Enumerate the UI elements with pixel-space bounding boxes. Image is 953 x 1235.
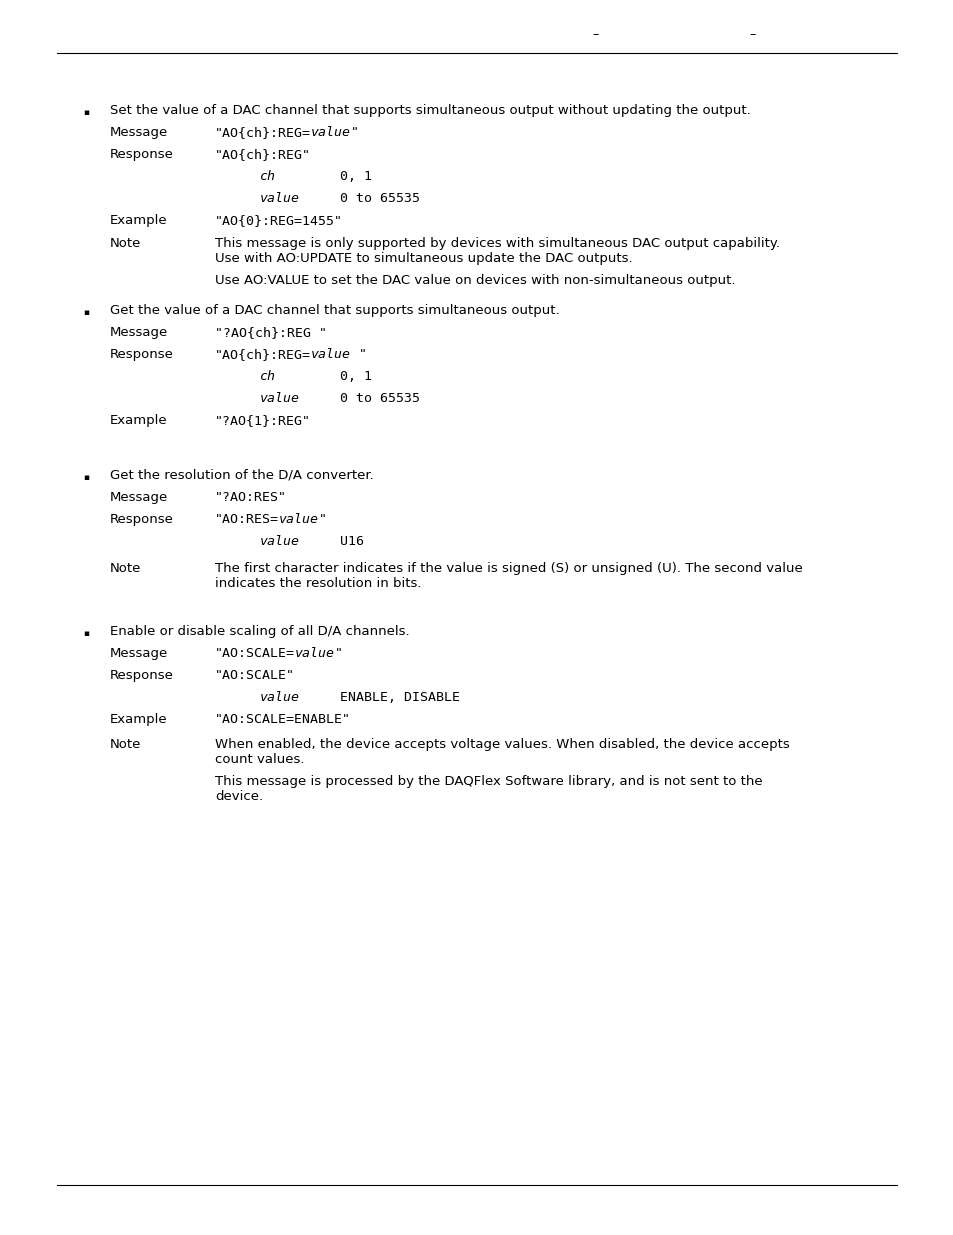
Text: ▪: ▪ [83, 629, 89, 638]
Text: U16: U16 [299, 535, 364, 548]
Text: ▪: ▪ [83, 308, 89, 317]
Text: count values.: count values. [214, 753, 304, 766]
Text: Use AO:VALUE to set the DAC value on devices with non-simultaneous output.: Use AO:VALUE to set the DAC value on dev… [214, 274, 735, 287]
Text: Example: Example [110, 414, 168, 427]
Text: Enable or disable scaling of all D/A channels.: Enable or disable scaling of all D/A cha… [110, 625, 409, 638]
Text: value: value [260, 535, 299, 548]
Text: ": " [351, 348, 367, 361]
Text: Note: Note [110, 562, 141, 576]
Text: value: value [294, 647, 335, 659]
Text: Message: Message [110, 492, 168, 504]
Text: Note: Note [110, 237, 141, 249]
Text: Response: Response [110, 348, 173, 361]
Text: Get the resolution of the D/A converter.: Get the resolution of the D/A converter. [110, 469, 374, 482]
Text: value: value [260, 191, 299, 205]
Text: value: value [311, 126, 351, 140]
Text: "AO:SCALE=: "AO:SCALE= [214, 647, 294, 659]
Text: Example: Example [110, 214, 168, 227]
Text: 0 to 65535: 0 to 65535 [299, 191, 419, 205]
Text: "AO{ch}:REG=: "AO{ch}:REG= [214, 348, 311, 361]
Text: value: value [260, 692, 299, 704]
Text: "?AO{1}:REG": "?AO{1}:REG" [214, 414, 311, 427]
Text: ": " [351, 126, 358, 140]
Text: Message: Message [110, 647, 168, 659]
Text: ENABLE, DISABLE: ENABLE, DISABLE [299, 692, 459, 704]
Text: Response: Response [110, 669, 173, 682]
Text: Message: Message [110, 326, 168, 338]
Text: Note: Note [110, 739, 141, 751]
Text: Message: Message [110, 126, 168, 140]
Text: ch: ch [260, 170, 275, 183]
Text: Example: Example [110, 713, 168, 726]
Text: This message is processed by the DAQFlex Software library, and is not sent to th: This message is processed by the DAQFlex… [214, 776, 761, 788]
Text: ▪: ▪ [83, 473, 89, 482]
Text: ": " [335, 647, 343, 659]
Text: –: – [749, 28, 756, 41]
Text: "?AO{ch}:REG ": "?AO{ch}:REG " [214, 326, 327, 338]
Text: "AO{ch}:REG=: "AO{ch}:REG= [214, 126, 311, 140]
Text: "?AO:RES": "?AO:RES" [214, 492, 287, 504]
Text: "AO:SCALE=ENABLE": "AO:SCALE=ENABLE" [214, 713, 351, 726]
Text: Response: Response [110, 148, 173, 161]
Text: ": " [318, 513, 327, 526]
Text: ch: ch [260, 370, 275, 383]
Text: This message is only supported by devices with simultaneous DAC output capabilit: This message is only supported by device… [214, 237, 780, 249]
Text: 0 to 65535: 0 to 65535 [299, 391, 419, 405]
Text: Set the value of a DAC channel that supports simultaneous output without updatin: Set the value of a DAC channel that supp… [110, 104, 750, 117]
Text: When enabled, the device accepts voltage values. When disabled, the device accep: When enabled, the device accepts voltage… [214, 739, 789, 751]
Text: value: value [260, 391, 299, 405]
Text: "AO{ch}:REG": "AO{ch}:REG" [214, 148, 311, 161]
Text: Use with AO:UPDATE to simultaneous update the DAC outputs.: Use with AO:UPDATE to simultaneous updat… [214, 252, 632, 266]
Text: ▪: ▪ [83, 107, 89, 117]
Text: indicates the resolution in bits.: indicates the resolution in bits. [214, 577, 421, 590]
Text: Response: Response [110, 513, 173, 526]
Text: 0, 1: 0, 1 [275, 170, 372, 183]
Text: The first character indicates if the value is signed (S) or unsigned (U). The se: The first character indicates if the val… [214, 562, 801, 576]
Text: "AO:RES=: "AO:RES= [214, 513, 278, 526]
Text: value: value [278, 513, 318, 526]
Text: value: value [311, 348, 351, 361]
Text: device.: device. [214, 790, 263, 803]
Text: "AO:SCALE": "AO:SCALE" [214, 669, 294, 682]
Text: Get the value of a DAC channel that supports simultaneous output.: Get the value of a DAC channel that supp… [110, 304, 559, 317]
Text: –: – [592, 28, 598, 41]
Text: 0, 1: 0, 1 [275, 370, 372, 383]
Text: "AO{0}:REG=1455": "AO{0}:REG=1455" [214, 214, 343, 227]
